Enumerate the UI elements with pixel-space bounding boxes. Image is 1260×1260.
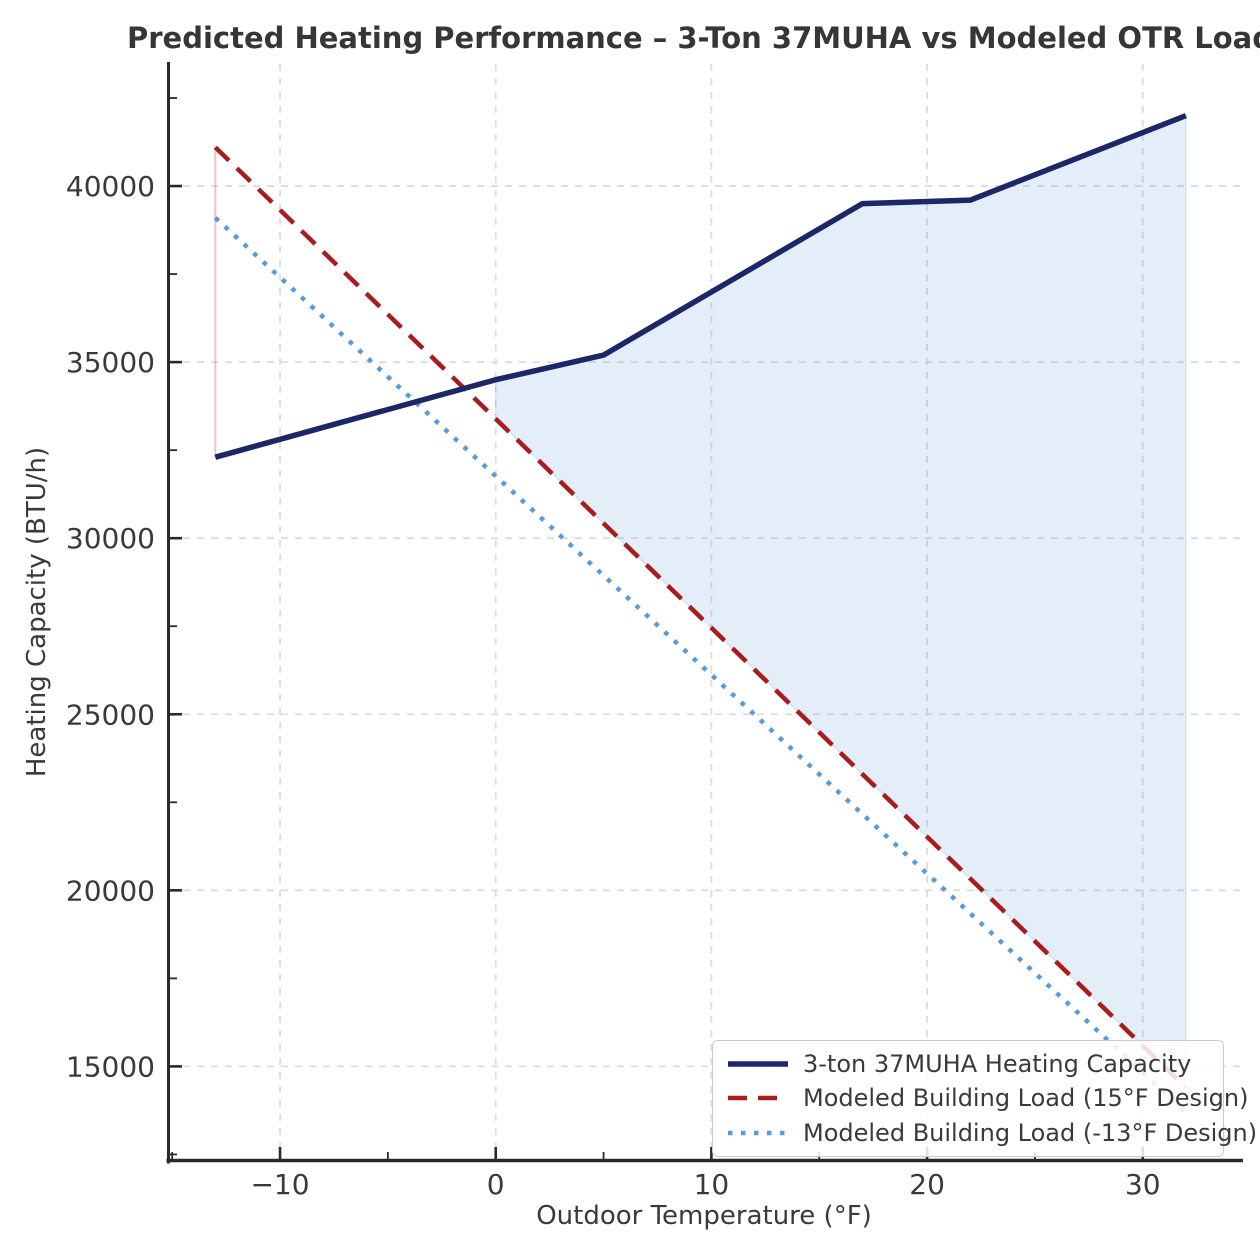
x-tick-label: −10 (250, 1168, 309, 1201)
legend-swatch-solid-line (728, 1061, 788, 1067)
y-tick-label: 30000 (66, 522, 155, 555)
legend-item-load-15f: Modeled Building Load (15°F Design) (727, 1082, 1248, 1115)
data-series (213, 113, 1188, 1114)
series-line-0 (214, 113, 1187, 460)
y-tick-label: 25000 (66, 698, 155, 731)
legend: 3-ton 37MUHA Heating Capacity Modeled Bu… (712, 1040, 1257, 1157)
legend-label-load-minus13f: Modeled Building Load (-13°F Design) (803, 1118, 1258, 1147)
x-tick-label: 10 (694, 1168, 730, 1201)
legend-swatch-dashed-line (728, 1096, 788, 1101)
x-tick-label: 20 (909, 1168, 945, 1201)
legend-swatch-dotted-line (728, 1130, 788, 1136)
fill-regions (214, 114, 1187, 1089)
legend-label-capacity: 3-ton 37MUHA Heating Capacity (803, 1050, 1192, 1079)
tick-labels: −10 0 10 20 30 15000 20000 25000 30000 35000 40000 (66, 170, 1161, 1201)
legend-item-load-minus13f: Modeled Building Load (-13°F Design) (727, 1116, 1257, 1149)
y-tick-label: 40000 (66, 170, 155, 203)
chart-title: Predicted Heating Performance – 3-Ton 37… (126, 21, 1260, 55)
x-axis-label: Outdoor Temperature (°F) (536, 1201, 872, 1231)
axes-spines (166, 62, 1243, 1164)
x-tick-label: 0 (487, 1168, 505, 1201)
y-tick-label: 35000 (66, 346, 155, 379)
legend-item-capacity: 3-ton 37MUHA Heating Capacity (727, 1048, 1209, 1081)
y-axis-label: Heating Capacity (BTU/h) (22, 446, 52, 778)
capacity-surplus-fill (495, 114, 1187, 1089)
y-tick-label: 15000 (66, 1050, 155, 1083)
series-line-1 (213, 145, 1188, 1090)
gridlines (169, 64, 1242, 1160)
x-tick-label: 30 (1125, 1168, 1161, 1201)
y-tick-label: 20000 (66, 874, 155, 907)
legend-label-load-15f: Modeled Building Load (15°F Design) (803, 1084, 1249, 1113)
